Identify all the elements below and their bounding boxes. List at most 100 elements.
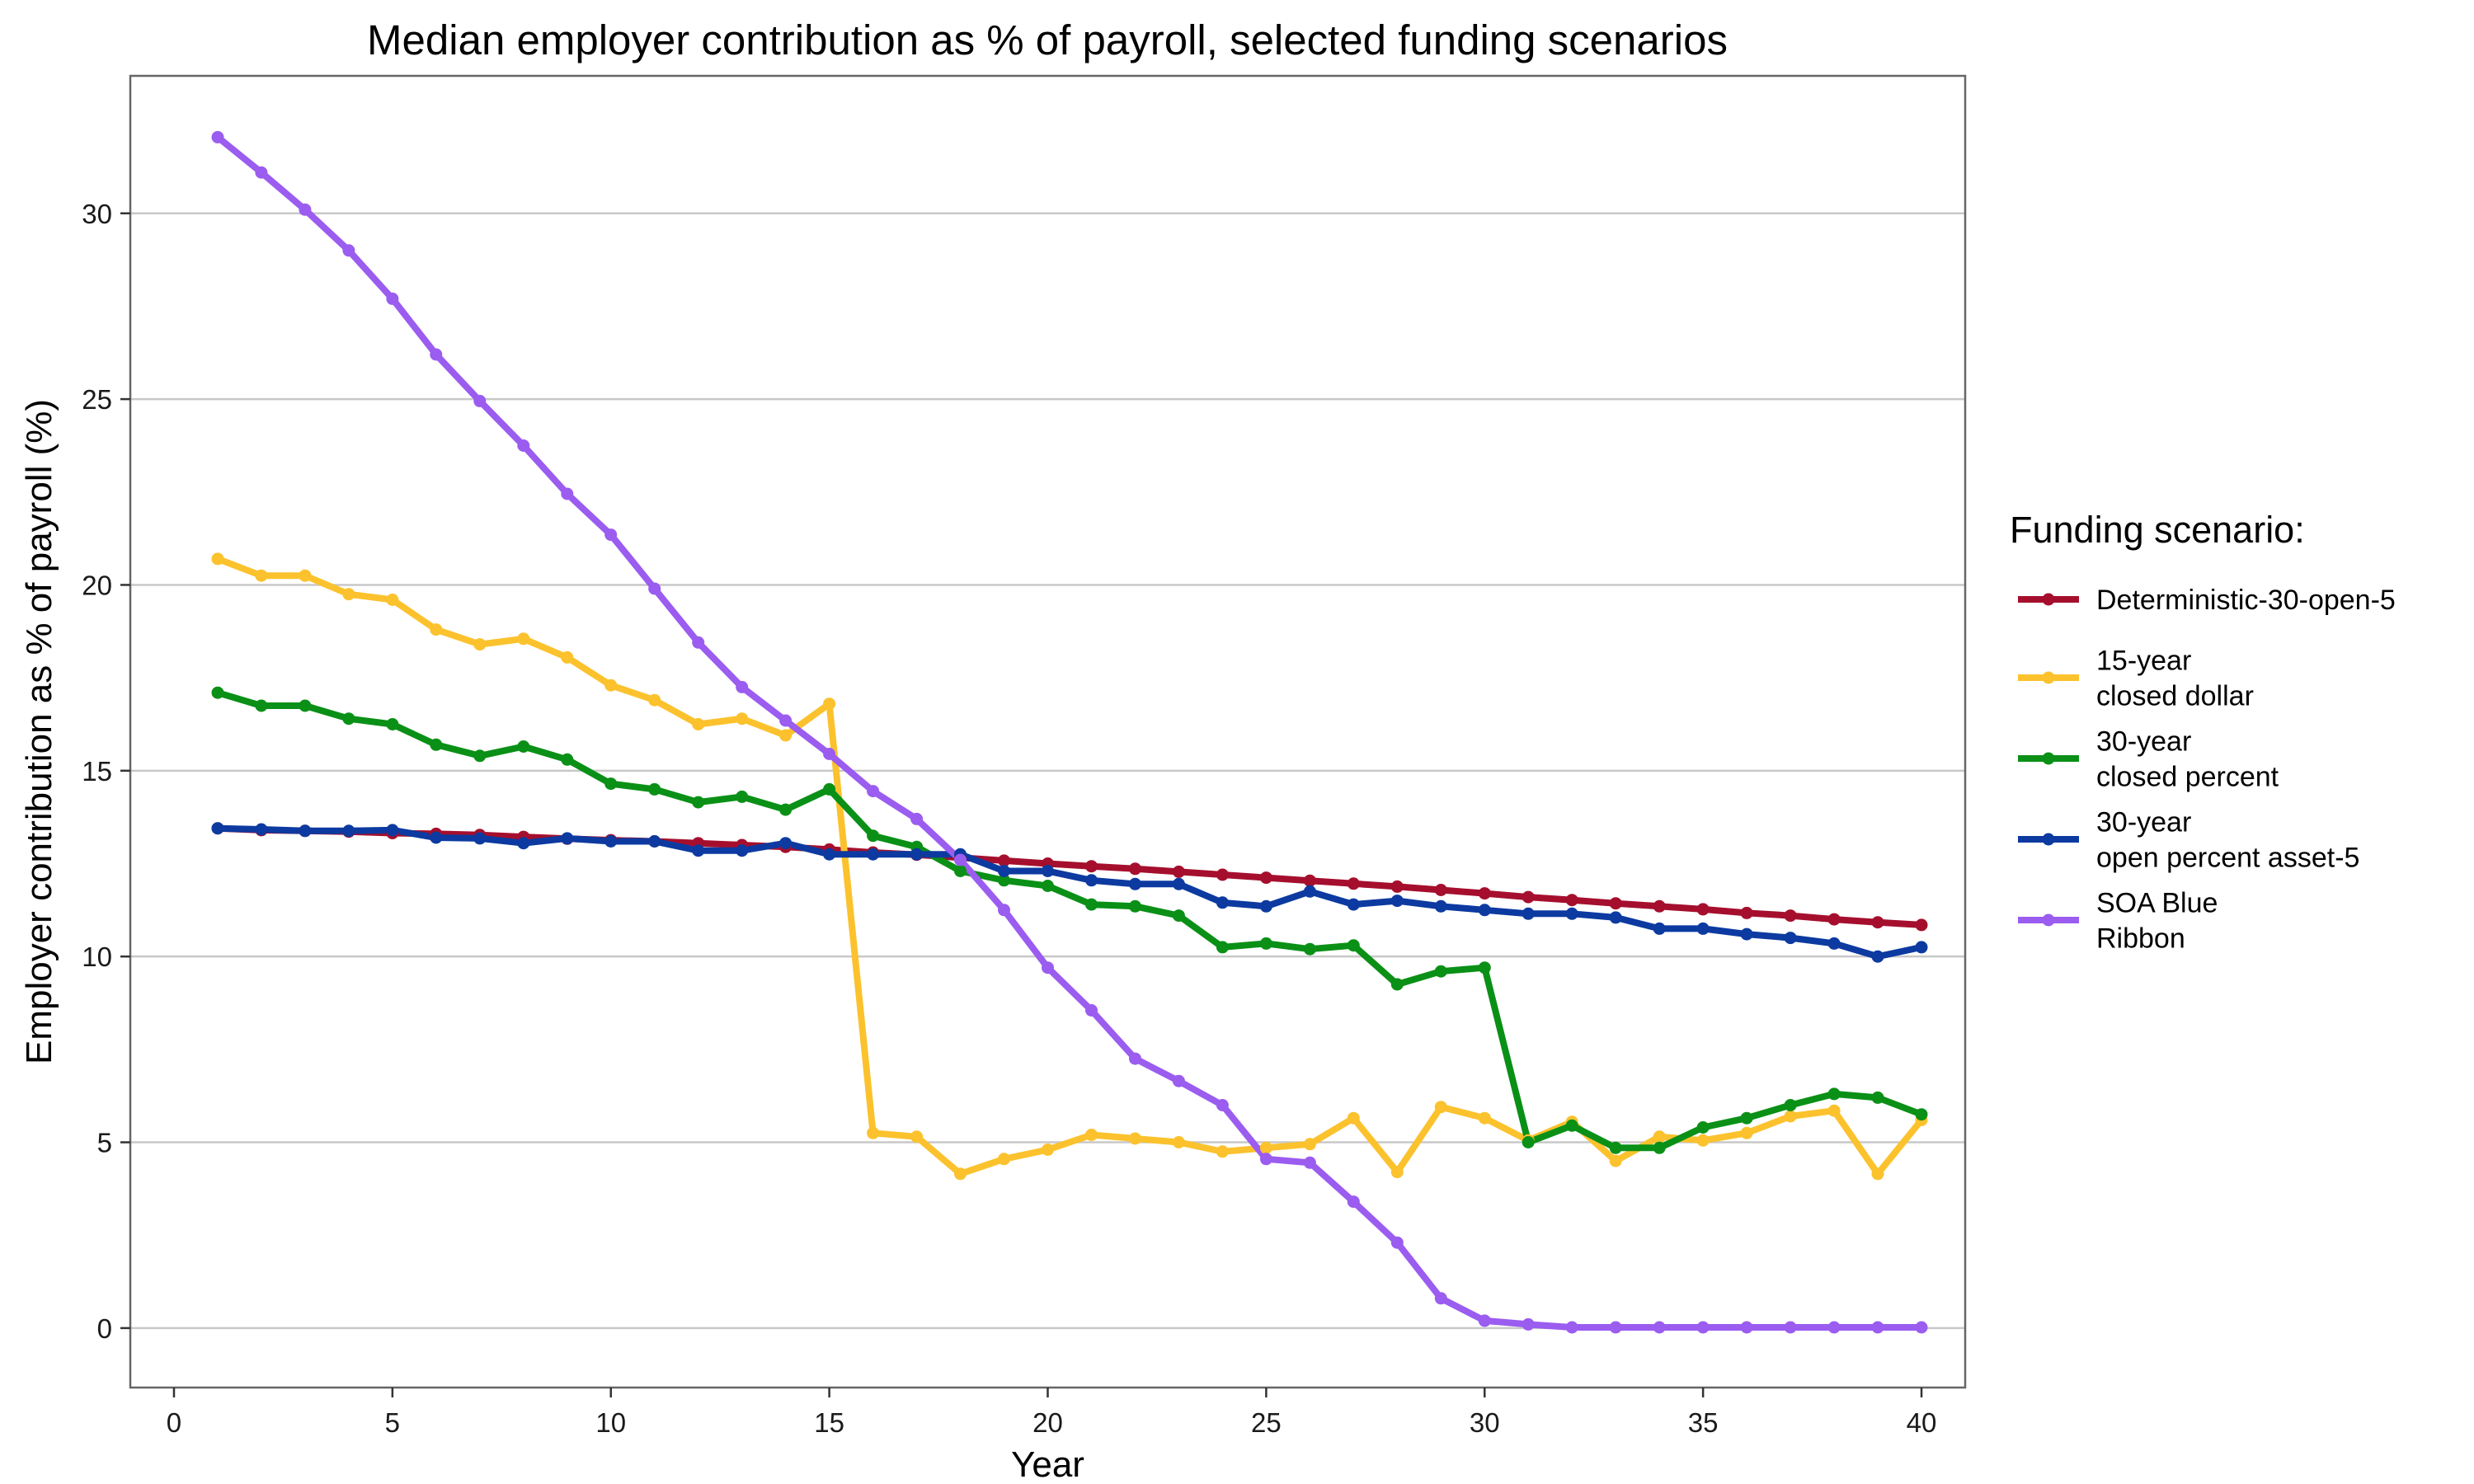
data-point-15-year-closed-dollar (561, 650, 574, 664)
data-point-30-year-closed-percent (779, 803, 793, 816)
data-point-15-year-closed-dollar (604, 679, 618, 692)
data-point-30-year-open-percent-asset-5 (1042, 865, 1054, 877)
data-point-deterministic-30-open-5 (1085, 860, 1098, 873)
data-point-30-year-closed-percent (342, 712, 355, 726)
data-point-30-year-open-percent-asset-5 (1784, 932, 1797, 945)
data-point-15-year-closed-dollar (954, 1167, 967, 1181)
data-point-30-year-open-percent-asset-5 (561, 832, 574, 845)
data-point-15-year-closed-dollar (1042, 1144, 1054, 1156)
data-point-30-year-closed-percent (1085, 898, 1098, 911)
data-point-soa-blue-ribbon (1827, 1321, 1841, 1334)
data-point-deterministic-30-open-5 (1347, 877, 1360, 890)
data-point-soa-blue-ribbon (1609, 1321, 1622, 1334)
gridlines (130, 212, 1965, 1330)
x-axis-title: Year (1011, 1444, 1084, 1484)
data-point-soa-blue-ribbon (1085, 1004, 1098, 1017)
legend-label-30-year-open-percent-asset-5: 30-year open percent asset-5 (2096, 807, 2359, 874)
y-tick-label: 0 (97, 1313, 112, 1344)
data-point-30-year-open-percent-asset-5 (736, 844, 749, 857)
data-point-30-year-closed-percent (1740, 1111, 1753, 1125)
data-point-30-year-closed-percent (1784, 1099, 1797, 1111)
data-point-soa-blue-ribbon (779, 714, 793, 727)
data-point-soa-blue-ribbon (1042, 961, 1054, 974)
x-tick-label: 15 (814, 1407, 844, 1438)
data-point-15-year-closed-dollar (1609, 1154, 1622, 1167)
data-point-15-year-closed-dollar (692, 718, 705, 730)
data-point-15-year-closed-dollar (211, 552, 224, 566)
data-point-30-year-open-percent-asset-5 (648, 835, 661, 848)
data-point-30-year-open-percent-asset-5 (1390, 895, 1404, 908)
data-point-deterministic-30-open-5 (998, 854, 1010, 867)
data-point-30-year-open-percent-asset-5 (1609, 911, 1622, 924)
legend: Funding scenario: Deterministic-30-open-… (2010, 509, 2396, 955)
data-point-soa-blue-ribbon (1434, 1292, 1447, 1305)
data-point-soa-blue-ribbon (1915, 1321, 1928, 1334)
legend-key-point-30-year-closed-percent (2042, 752, 2055, 765)
y-tick-label: 15 (82, 756, 112, 787)
data-point-30-year-closed-percent (954, 865, 967, 877)
data-point-15-year-closed-dollar (910, 1130, 924, 1144)
data-point-30-year-closed-percent (1522, 1136, 1535, 1148)
data-point-30-year-closed-percent (1915, 1108, 1928, 1121)
data-point-30-year-open-percent-asset-5 (692, 844, 705, 857)
data-point-deterministic-30-open-5 (1216, 868, 1229, 881)
data-point-15-year-closed-dollar (1347, 1111, 1360, 1125)
data-point-30-year-open-percent-asset-5 (211, 822, 224, 835)
data-point-30-year-closed-percent (1303, 942, 1316, 956)
data-point-30-year-closed-percent (1347, 939, 1360, 952)
y-axis-title: Employer contribution as % of payroll (%… (19, 399, 59, 1064)
data-point-30-year-closed-percent (1871, 1091, 1884, 1104)
data-point-30-year-open-percent-asset-5 (1740, 928, 1753, 941)
data-point-15-year-closed-dollar (1085, 1129, 1098, 1141)
y-tick-label: 10 (82, 942, 112, 972)
data-point-30-year-open-percent-asset-5 (342, 824, 355, 838)
data-point-30-year-open-percent-asset-5 (1303, 885, 1316, 898)
data-point-30-year-closed-percent (473, 749, 487, 763)
data-point-30-year-open-percent-asset-5 (998, 865, 1010, 877)
series-line-30-year-open-percent-asset-5 (214, 824, 1925, 960)
data-point-soa-blue-ribbon (1784, 1321, 1797, 1334)
data-point-30-year-open-percent-asset-5 (604, 835, 618, 848)
data-point-30-year-closed-percent (692, 796, 705, 809)
data-point-30-year-open-percent-asset-5 (299, 824, 312, 838)
data-point-deterministic-30-open-5 (1522, 890, 1535, 904)
data-point-30-year-closed-percent (1390, 978, 1404, 991)
x-tick-label: 30 (1470, 1407, 1500, 1438)
data-point-30-year-closed-percent (867, 829, 880, 843)
data-point-soa-blue-ribbon (604, 528, 618, 542)
data-point-30-year-closed-percent (1216, 941, 1229, 954)
data-point-soa-blue-ribbon (823, 748, 836, 760)
data-point-deterministic-30-open-5 (1827, 913, 1841, 926)
data-point-15-year-closed-dollar (255, 569, 268, 582)
data-point-15-year-closed-dollar (1216, 1145, 1229, 1158)
data-point-deterministic-30-open-5 (1259, 871, 1272, 885)
data-point-deterministic-30-open-5 (1740, 906, 1753, 919)
x-tick-label: 40 (1907, 1407, 1937, 1438)
data-point-30-year-closed-percent (1478, 961, 1491, 974)
legend-label-15-year-closed-dollar: 15-year closed dollar (2096, 646, 2254, 712)
data-point-soa-blue-ribbon (954, 853, 967, 866)
data-point-soa-blue-ribbon (430, 348, 443, 361)
data-point-30-year-closed-percent (1042, 880, 1054, 892)
data-point-30-year-closed-percent (648, 782, 661, 796)
legend-label-30-year-closed-percent: 30-year closed percent (2096, 726, 2279, 793)
data-point-30-year-closed-percent (1696, 1121, 1710, 1134)
data-point-30-year-open-percent-asset-5 (473, 832, 487, 845)
data-point-soa-blue-ribbon (342, 244, 355, 257)
data-point-30-year-open-percent-asset-5 (1871, 950, 1884, 963)
data-point-30-year-closed-percent (561, 753, 574, 766)
data-point-soa-blue-ribbon (561, 487, 574, 500)
data-point-15-year-closed-dollar (1784, 1110, 1797, 1123)
data-point-30-year-open-percent-asset-5 (910, 848, 924, 861)
data-point-deterministic-30-open-5 (1172, 865, 1185, 878)
data-point-soa-blue-ribbon (998, 904, 1010, 917)
data-point-30-year-open-percent-asset-5 (779, 837, 793, 850)
x-tick-label: 35 (1688, 1407, 1719, 1438)
data-point-15-year-closed-dollar (1259, 1141, 1272, 1154)
series-lines (214, 134, 1925, 1331)
data-point-15-year-closed-dollar (1434, 1101, 1447, 1114)
data-point-15-year-closed-dollar (1172, 1136, 1185, 1148)
data-point-soa-blue-ribbon (1696, 1321, 1710, 1334)
legend-key-point-30-year-open-percent-asset-5 (2042, 833, 2055, 846)
